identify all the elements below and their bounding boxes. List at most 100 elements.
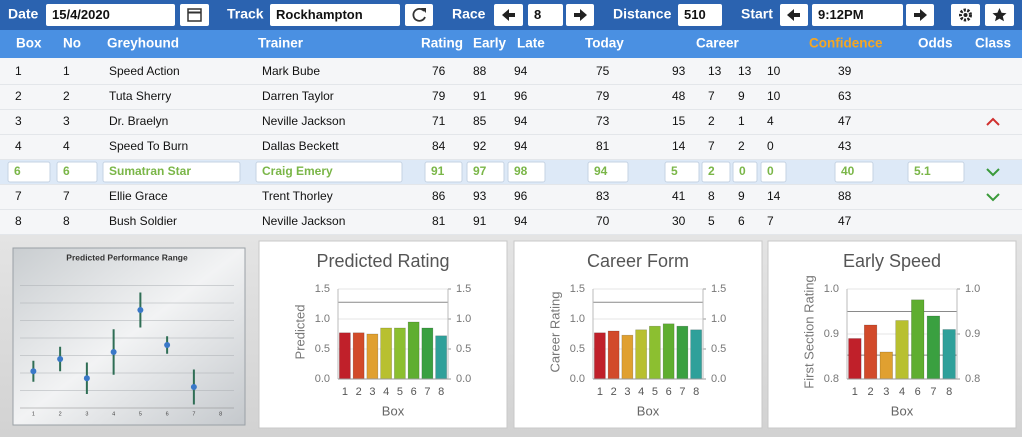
cell-text: 4	[15, 139, 22, 153]
bar	[380, 327, 392, 380]
cell-input[interactable]	[56, 161, 98, 183]
cell-text: 9	[738, 189, 745, 203]
cell-text: Speed Action	[109, 64, 180, 78]
column-header: Rating	[421, 36, 463, 51]
cell-text: 47	[838, 214, 852, 228]
cell-text: 5	[671, 164, 678, 178]
cell-input[interactable]	[255, 161, 403, 183]
y-tick-label: 0.0	[570, 373, 585, 385]
y-axis-label: Career Rating	[547, 292, 562, 373]
cell-text: 81	[596, 139, 610, 153]
cell-text: 7	[708, 89, 715, 103]
cell-text: 94	[594, 164, 608, 178]
start-next-button[interactable]	[906, 4, 934, 26]
x-tick-label: 5	[139, 411, 142, 417]
cell-text: 93	[672, 64, 686, 78]
cell-input[interactable]	[760, 161, 787, 183]
y2-tick-label: 0.9	[965, 328, 980, 340]
start-input[interactable]	[812, 4, 903, 26]
cell-text: 79	[432, 89, 446, 103]
x-tick-label: 2	[868, 386, 874, 398]
cell-input[interactable]	[507, 161, 546, 183]
y-tick-label: 1.0	[570, 313, 585, 325]
cell-input[interactable]	[466, 161, 505, 183]
cell-text: 2	[708, 164, 715, 178]
x-tick-label: 7	[679, 386, 685, 398]
y-tick-label: 1.5	[315, 283, 330, 295]
cell-text: 75	[596, 64, 610, 78]
cell-text: 5.1	[914, 164, 931, 178]
cell-text: Speed To Burn	[109, 139, 188, 153]
settings-button[interactable]	[951, 4, 980, 26]
y2-tick-label: 1.5	[711, 283, 726, 295]
cell-text: 0	[767, 139, 774, 153]
column-header: Today	[585, 36, 624, 51]
column-header: Box	[16, 36, 42, 51]
y-tick-label: 0.8	[824, 373, 839, 385]
cell-text: 7	[767, 214, 774, 228]
distance-input[interactable]	[678, 4, 722, 26]
start-prev-button[interactable]	[780, 4, 808, 26]
cell-text: 6	[63, 164, 70, 178]
cell-text: 94	[514, 64, 528, 78]
race-prev-button[interactable]	[494, 4, 523, 26]
cell-text: 70	[596, 214, 610, 228]
favourite-button[interactable]	[985, 4, 1014, 26]
cell-text: 94	[514, 214, 528, 228]
cell-input[interactable]	[424, 161, 463, 183]
cell-text: 84	[432, 139, 446, 153]
race-input[interactable]	[528, 4, 563, 26]
x-tick-label: 6	[166, 411, 169, 417]
cell-text: 8	[63, 214, 70, 228]
cell-input[interactable]	[907, 161, 965, 183]
calendar-button[interactable]	[180, 4, 209, 26]
table-body	[0, 58, 1022, 235]
bar	[649, 325, 661, 380]
cell-text: 94	[514, 114, 528, 128]
cell-text: 0	[739, 164, 746, 178]
bar	[926, 315, 941, 380]
cell-text: 3	[15, 114, 22, 128]
cell-text: 91	[473, 89, 487, 103]
cell-input[interactable]	[701, 161, 731, 183]
cell-input[interactable]	[587, 161, 629, 183]
track-input[interactable]	[270, 4, 400, 26]
cell-text: 4	[767, 114, 774, 128]
track-input-text: Rockhampton	[276, 7, 363, 22]
cell-input[interactable]	[7, 161, 51, 183]
cell-text: 98	[514, 164, 528, 178]
cell-text: 97	[473, 164, 487, 178]
cell-text: 40	[841, 164, 855, 178]
cell-text: Mark Bube	[262, 64, 320, 78]
cell-text: 0	[767, 164, 774, 178]
cell-text: Neville Jackson	[262, 114, 345, 128]
cell-text: 13	[708, 64, 722, 78]
x-tick-label: 3	[85, 411, 88, 417]
cell-text: 41	[672, 189, 686, 203]
refresh-button[interactable]	[405, 4, 433, 26]
toolbar-label: Race	[452, 6, 486, 22]
point	[83, 375, 90, 382]
cell-text: 88	[838, 189, 852, 203]
cell-text: 10	[767, 64, 781, 78]
date-input[interactable]	[46, 4, 175, 26]
y-axis-label: First Section Rating	[801, 275, 816, 388]
y-tick-label: 1.0	[315, 313, 330, 325]
start-input-text: 9:12PM	[818, 7, 864, 22]
cell-input[interactable]	[834, 161, 874, 183]
point	[110, 349, 117, 355]
bar	[863, 324, 878, 380]
bar	[662, 323, 675, 380]
cell-input[interactable]	[664, 161, 700, 183]
y2-tick-label: 0.0	[456, 373, 471, 385]
cell-text: 92	[473, 139, 487, 153]
cell-input[interactable]	[102, 161, 241, 183]
race-next-button[interactable]	[566, 4, 594, 26]
table-header	[0, 30, 1022, 58]
cell-text: 79	[596, 89, 610, 103]
x-tick-label: 4	[112, 411, 115, 417]
column-header: Class	[975, 36, 1011, 51]
cell-text: 83	[596, 189, 610, 203]
y-tick-label: 0.9	[824, 328, 839, 340]
cell-input[interactable]	[732, 161, 758, 183]
